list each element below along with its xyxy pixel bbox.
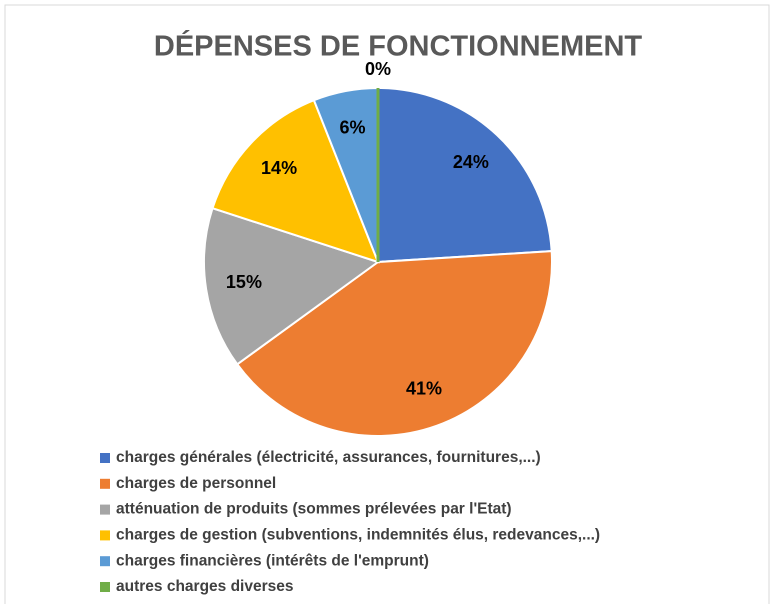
legend-label: charges de personnel: [116, 475, 276, 492]
legend-swatch: [100, 582, 110, 592]
legend-swatch: [100, 453, 110, 463]
data-label: 41%: [406, 378, 442, 398]
legend-swatch: [100, 478, 110, 489]
data-label: 0%: [365, 59, 391, 79]
legend-label: charges financières (intérêts de l'empru…: [116, 552, 429, 569]
pie-slice: [203, 206, 381, 366]
pie-slice: [377, 86, 553, 264]
data-label: 14%: [261, 158, 297, 178]
legend-label: atténuation de produits (sommes prélevée…: [116, 501, 512, 518]
legend-label: charges de gestion (subventions, indemni…: [116, 526, 600, 543]
data-label: 24%: [453, 152, 489, 172]
data-label: 15%: [226, 272, 262, 292]
data-label: 6%: [340, 117, 366, 137]
pie-slice: [211, 98, 380, 264]
chart-title: DÉPENSES DE FONCTIONNEMENT: [154, 29, 642, 63]
legend-label: charges générales (électricité, assuranc…: [116, 449, 541, 466]
legend-swatch: [100, 530, 110, 541]
legend-swatch: [100, 556, 110, 567]
legend-label: autres charges diverses: [116, 578, 294, 595]
legend-swatch: [100, 504, 110, 515]
pie-slice: [235, 250, 553, 438]
